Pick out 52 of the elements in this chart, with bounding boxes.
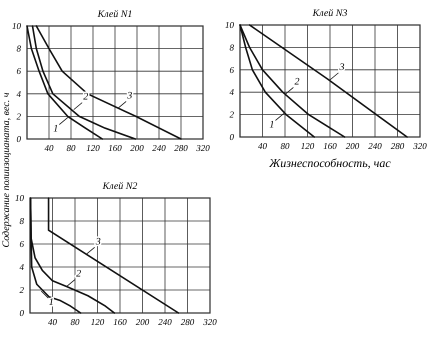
y-tick-label: 6 <box>230 64 234 75</box>
x-tick-label: 40 <box>44 143 54 153</box>
y-tick-label: 2 <box>230 110 234 120</box>
x-tick-label: 160 <box>113 317 128 327</box>
x-tick-label: 280 <box>174 143 188 153</box>
y-tick-label: 6 <box>20 239 24 249</box>
x-tick-label: 80 <box>280 141 290 151</box>
y-tick-label: 0 <box>20 308 24 318</box>
x-tick-label: 280 <box>390 141 405 151</box>
x-tick-label: 80 <box>70 317 80 327</box>
y-tick-label: 2 <box>16 111 22 122</box>
chart-title: Клей N1 <box>96 9 132 20</box>
chart-title: Клей N2 <box>102 181 138 192</box>
x-tick-label: 40 <box>258 141 268 151</box>
y-tick-label: 4 <box>230 87 234 98</box>
x-tick-label: 240 <box>158 317 172 327</box>
x-tick-label: 200 <box>346 141 360 151</box>
x-tick-label: 120 <box>86 143 100 153</box>
y-tick-label: 8 <box>16 44 22 54</box>
x-axis-title: Жизнеспособность, час <box>268 156 392 170</box>
y-tick-label: 8 <box>230 42 234 52</box>
y-tick-label: 6 <box>16 66 22 76</box>
chart-title: Клей N3 <box>312 8 348 19</box>
y-tick-label: 0 <box>16 134 22 144</box>
annotation: 1 <box>53 124 58 135</box>
x-tick-label: 120 <box>90 317 105 327</box>
y-tick-label: 0 <box>230 132 234 142</box>
x-tick-label: 160 <box>323 141 338 151</box>
x-tick-label: 200 <box>130 143 144 153</box>
annotation: 2 <box>83 92 88 103</box>
y-tick-label: 10 <box>225 20 234 30</box>
x-tick-label: 120 <box>300 141 315 151</box>
x-tick-label: 200 <box>136 317 150 327</box>
y-tick-label: 10 <box>15 193 24 203</box>
x-tick-label: 240 <box>368 141 382 151</box>
x-tick-label: 320 <box>412 141 428 151</box>
annotation: 2 <box>76 268 82 280</box>
x-tick-label: 240 <box>152 143 166 153</box>
x-tick-label: 160 <box>108 143 122 153</box>
x-tick-label: 40 <box>48 317 58 327</box>
x-tick-label: 320 <box>195 143 210 153</box>
y-axis-title: Содержание полиизоцианата, вес. ч <box>1 92 12 248</box>
annotation: 1 <box>269 119 274 130</box>
y-tick-label: 2 <box>20 285 24 295</box>
y-tick-label: 10 <box>12 21 22 31</box>
x-tick-label: 320 <box>202 317 218 327</box>
y-tick-label: 4 <box>16 88 22 99</box>
annotation: 2 <box>294 76 300 88</box>
x-tick-label: 280 <box>180 317 195 327</box>
y-tick-label: 8 <box>20 216 24 226</box>
x-tick-label: 80 <box>66 143 76 153</box>
y-tick-label: 4 <box>20 262 24 272</box>
